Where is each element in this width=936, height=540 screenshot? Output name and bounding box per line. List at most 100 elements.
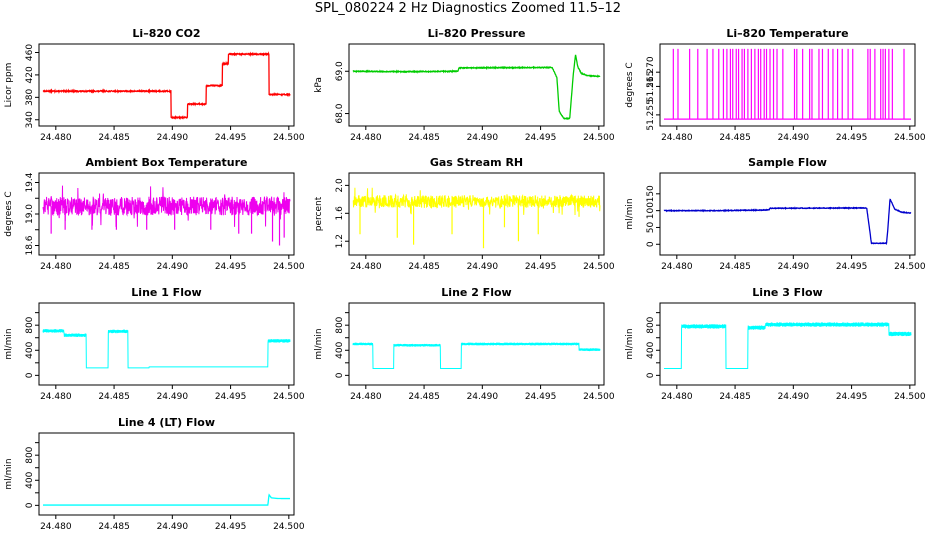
x-tick-label: 24.495: [215, 522, 247, 532]
y-axis-label: kPa: [314, 77, 324, 93]
chart-panel: Gas Stream RH 24.480 24.485 24.490 24.495 24.…: [314, 156, 615, 272]
x-tick-label: 24.485: [98, 133, 130, 143]
y-tick-label: 0: [335, 372, 345, 378]
y-axis-label: ml/min: [314, 328, 324, 359]
x-tick-label: 24.480: [661, 392, 693, 402]
y-tick-label: 68.0: [335, 103, 345, 123]
chart-panel: Sample Flow 24.480 24.485 24.490 24.495 24.50…: [625, 156, 926, 272]
chart-title: Sample Flow: [748, 156, 827, 169]
chart-panel: Li–820 Pressure 24.480 24.485 24.490 24.495 2…: [314, 27, 615, 143]
data-layer: [43, 493, 290, 506]
x-tick-label: 24.500: [583, 133, 615, 143]
x-tick-label: 24.480: [350, 133, 382, 143]
chart-title: Line 4 (LT) Flow: [118, 416, 215, 429]
y-tick-label: 51.270: [646, 56, 656, 88]
x-tick-label: 24.485: [408, 133, 440, 143]
x-tick-label: 24.500: [583, 262, 615, 272]
y-tick-label: 0: [25, 502, 35, 508]
x-tick-label: 24.480: [40, 392, 72, 402]
y-tick-label: 400: [335, 341, 345, 358]
x-tick-label: 24.490: [778, 392, 810, 402]
x-tick-label: 24.500: [273, 522, 305, 532]
data-layer: [352, 342, 601, 369]
y-tick-label: 51.265: [646, 71, 656, 103]
x-tick-label: 24.480: [661, 262, 693, 272]
y-tick-label: 69.0: [335, 61, 345, 81]
chart-panel: Li–820 Temperature 24.480 24.485 24.490 24.4…: [625, 27, 926, 143]
y-tick-label: 0: [25, 372, 35, 378]
y-tick-label: 1.6: [335, 206, 345, 221]
x-tick-label: 24.495: [836, 392, 868, 402]
series-line: [42, 51, 291, 120]
x-tick-label: 24.490: [157, 392, 189, 402]
y-tick-label: 400: [646, 341, 656, 358]
y-axis-label: percent: [314, 196, 324, 231]
plot-frame: [659, 172, 916, 256]
x-tick-label: 24.495: [836, 133, 868, 143]
series-line: [352, 54, 601, 121]
series-line: [352, 342, 601, 369]
y-tick-label: 400: [25, 471, 35, 488]
y-axis-label: degrees C: [625, 62, 635, 107]
x-tick-label: 24.480: [661, 133, 693, 143]
plot-frame: [348, 43, 605, 127]
x-tick-label: 24.495: [525, 133, 557, 143]
y-tick-label: 19.0: [25, 204, 35, 224]
x-tick-label: 24.490: [467, 133, 499, 143]
x-tick-label: 24.500: [273, 392, 305, 402]
x-tick-label: 24.500: [894, 392, 926, 402]
chart-panel: Line 1 Flow 24.480 24.485 24.490 24.495 24.50…: [4, 286, 305, 402]
data-layer: [42, 185, 291, 246]
x-tick-label: 24.490: [778, 133, 810, 143]
chart-panel: Line 4 (LT) Flow 24.480 24.485 24.490 24.495…: [4, 416, 305, 532]
y-tick-label: 150: [646, 185, 656, 202]
plot-frame: [38, 432, 295, 516]
plot-frame: [659, 302, 916, 386]
x-tick-label: 24.490: [467, 392, 499, 402]
x-tick-label: 24.485: [408, 392, 440, 402]
data-layer: [352, 187, 601, 249]
chart-title: Li–820 CO2: [132, 27, 200, 40]
y-tick-label: 400: [25, 341, 35, 358]
series-line: [663, 198, 912, 246]
x-tick-label: 24.485: [98, 522, 130, 532]
x-tick-label: 24.480: [40, 262, 72, 272]
x-tick-label: 24.480: [350, 262, 382, 272]
x-tick-label: 24.495: [215, 262, 247, 272]
x-tick-label: 24.495: [215, 133, 247, 143]
plot-frame: [38, 43, 295, 127]
data-layer: [664, 322, 912, 369]
y-tick-label: 800: [25, 446, 35, 463]
x-tick-label: 24.490: [778, 262, 810, 272]
x-tick-label: 24.495: [836, 262, 868, 272]
x-tick-label: 24.495: [215, 392, 247, 402]
y-tick-label: 50: [646, 221, 656, 233]
x-tick-label: 24.485: [98, 262, 130, 272]
x-tick-label: 24.480: [350, 392, 382, 402]
series-line: [42, 329, 291, 369]
x-tick-label: 24.485: [719, 133, 751, 143]
data-layer: [42, 329, 291, 369]
x-tick-label: 24.485: [98, 392, 130, 402]
data-layer: [664, 48, 911, 120]
x-tick-label: 24.490: [157, 133, 189, 143]
chart-panel: Line 3 Flow 24.480 24.485 24.490 24.495 24.50…: [625, 286, 926, 402]
y-axis-label: ml/min: [625, 328, 635, 359]
y-axis-label: ml/min: [625, 198, 635, 229]
chart-title: Line 1 Flow: [131, 286, 201, 299]
x-tick-label: 24.480: [40, 133, 72, 143]
series-line: [43, 493, 290, 506]
y-tick-label: 380: [25, 88, 35, 105]
series-line: [664, 322, 912, 369]
y-tick-label: 1.2: [335, 234, 345, 248]
y-axis-label: degrees C: [4, 191, 14, 236]
y-tick-label: 460: [25, 44, 35, 61]
x-tick-label: 24.480: [40, 522, 72, 532]
x-tick-label: 24.500: [894, 133, 926, 143]
x-tick-label: 24.490: [467, 262, 499, 272]
series-line: [352, 187, 601, 215]
y-axis-label: Licor ppm: [4, 63, 14, 108]
y-axis-label: ml/min: [4, 328, 14, 359]
y-tick-label: 800: [335, 316, 345, 333]
